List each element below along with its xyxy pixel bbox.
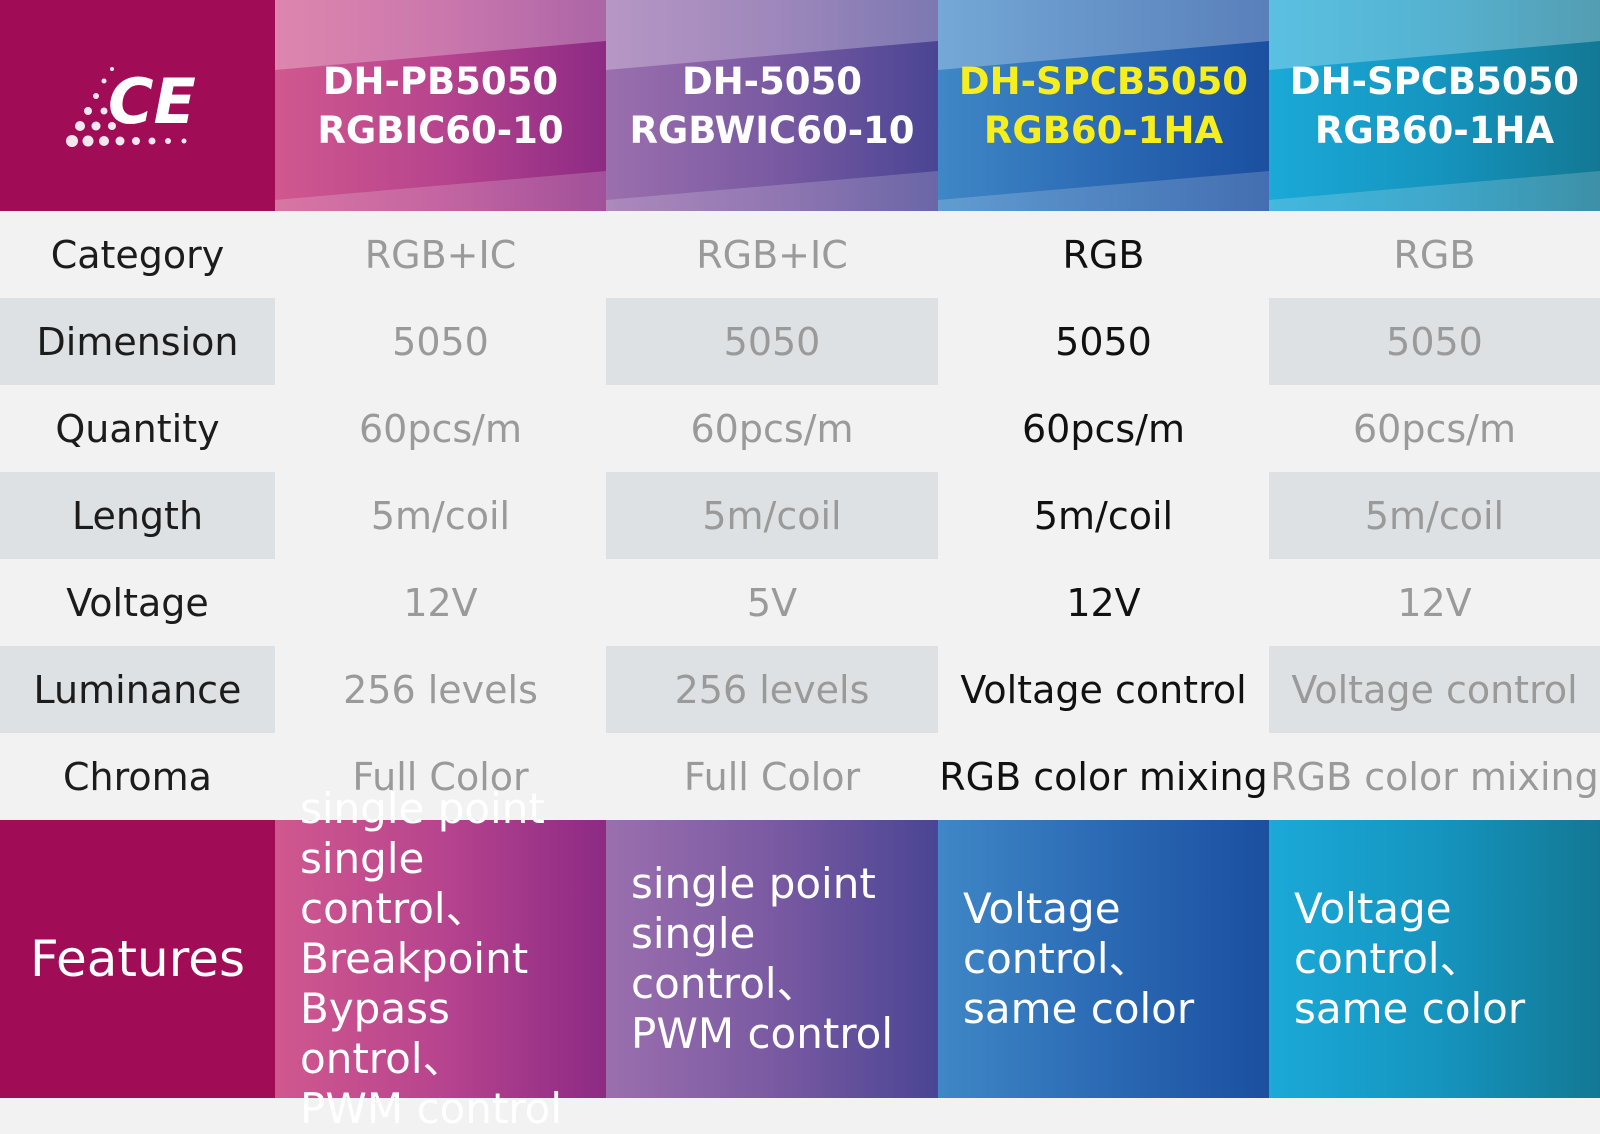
row-label-quantity: Quantity — [55, 406, 220, 451]
table-cell: 5050 — [1055, 319, 1152, 364]
column-header-2: DH-5050 RGBWIC60-10 — [606, 0, 938, 211]
table-cell: RGB — [1062, 232, 1145, 277]
table-cell: RGB — [1393, 232, 1476, 277]
features-cell: Voltage control、 same color — [1269, 820, 1600, 1098]
table-cell: 12V — [1397, 580, 1472, 625]
model-line-2: RGBIC60-10 — [317, 108, 564, 152]
table-cell: RGB color mixing — [939, 754, 1268, 799]
model-line-1: DH-PB5050 — [322, 59, 559, 103]
table-cell: Voltage control — [1269, 646, 1600, 733]
table-cell: 5m/coil — [370, 493, 511, 538]
table-cell: 12V — [403, 580, 478, 625]
table-cell: 5050 — [392, 319, 489, 364]
table-cell: Voltage control — [960, 667, 1247, 712]
table-cell: 5m/coil — [606, 472, 938, 559]
table-cell: 256 levels — [343, 667, 538, 712]
features-cell: single point single control、 PWM control — [606, 820, 938, 1098]
row-label-dimension: Dimension — [0, 298, 275, 385]
table-cell: RGB+IC — [364, 232, 517, 277]
column-header-3: DH-SPCB5050 RGB60-1HA — [938, 0, 1269, 211]
model-line-1: DH-5050 — [681, 59, 862, 103]
table-cell: 60pcs/m — [1353, 406, 1516, 451]
table-cell: 60pcs/m — [690, 406, 854, 451]
model-line-2: RGB60-1HA — [983, 108, 1224, 152]
column-header-4: DH-SPCB5050 RGB60-1HA — [1269, 0, 1600, 211]
table-cell: 60pcs/m — [359, 406, 522, 451]
table-cell: 5V — [746, 580, 798, 625]
ce-logo-icon: CE — [65, 65, 196, 147]
table-cell: RGB color mixing — [1270, 754, 1599, 799]
model-line-2: RGB60-1HA — [1314, 108, 1555, 152]
row-label-voltage: Voltage — [66, 580, 209, 625]
row-label-category: Category — [50, 232, 225, 277]
row-label-chroma: Chroma — [63, 754, 212, 799]
table-cell: 12V — [1066, 580, 1141, 625]
row-label-length: Length — [0, 472, 275, 559]
features-cell: Voltage control、 same color — [938, 820, 1269, 1098]
table-cell: 60pcs/m — [1022, 406, 1185, 451]
table-cell: 5050 — [606, 298, 938, 385]
svg-text:CE: CE — [108, 65, 196, 138]
table-cell: Full Color — [683, 754, 861, 799]
features-cell: single point single control、 Breakpoint … — [275, 784, 606, 1133]
table-cell: Full Color — [352, 754, 529, 799]
model-line-2: RGBWIC60-10 — [629, 108, 915, 152]
table-cell: 5m/coil — [1033, 493, 1174, 538]
table-cell: 256 levels — [606, 646, 938, 733]
row-label-features: Features — [0, 820, 275, 1098]
table-cell: 5m/coil — [1269, 472, 1600, 559]
table-cell: RGB+IC — [696, 232, 848, 277]
logo: CE — [0, 0, 275, 211]
model-line-1: DH-SPCB5050 — [958, 59, 1249, 103]
table-cell: 5050 — [1269, 298, 1600, 385]
column-header-1: DH-PB5050 RGBIC60-10 — [275, 0, 606, 211]
row-label-luminance: Luminance — [0, 646, 275, 733]
model-line-1: DH-SPCB5050 — [1289, 59, 1580, 103]
